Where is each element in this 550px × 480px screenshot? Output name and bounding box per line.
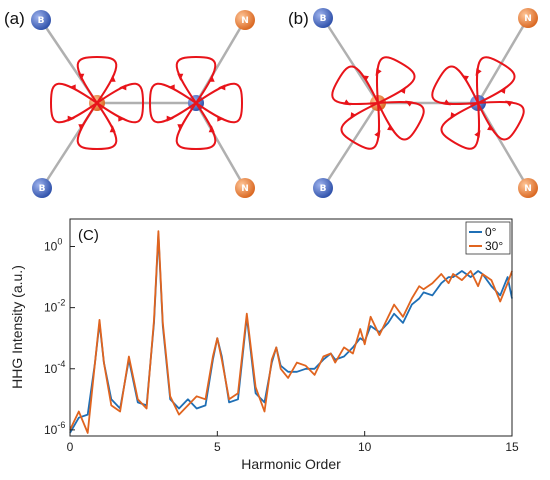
- atom-n-symbol: N: [241, 184, 249, 194]
- loop-arrow: [361, 75, 369, 82]
- plot-frame: [69, 218, 513, 437]
- loop-arrow: [350, 112, 357, 120]
- loop-arrow: [167, 84, 175, 91]
- loop-arrow: [343, 99, 351, 106]
- legend: 0°30°: [465, 221, 511, 255]
- atom-b: B: [313, 178, 333, 198]
- current-loops: [431, 56, 525, 150]
- atom-b: B: [32, 178, 52, 198]
- x-tick-label: 15: [505, 440, 519, 454]
- loop-arrow: [218, 84, 226, 91]
- atom-b: B: [31, 10, 51, 30]
- current-loops: [331, 56, 425, 150]
- legend-entry: 0°: [485, 225, 497, 239]
- atom-b-symbol: B: [320, 184, 327, 194]
- panel-b: (b) B B N N: [288, 8, 538, 198]
- loop-arrow: [487, 124, 495, 131]
- atom-b: B: [313, 8, 333, 28]
- atom-b-symbol: B: [39, 184, 46, 194]
- atom-n: N: [518, 178, 538, 198]
- y-tick-label: 100: [44, 237, 62, 254]
- current-loop: [431, 65, 479, 105]
- loop-arrow: [461, 75, 469, 82]
- loop-arrow: [109, 125, 116, 133]
- loop-arrow: [67, 115, 75, 122]
- loop-arrow: [119, 84, 127, 91]
- loop-arrow: [177, 124, 184, 132]
- current-loop: [477, 101, 525, 141]
- series-line-1: [69, 230, 513, 434]
- x-tick-label: 10: [358, 440, 372, 454]
- loop-arrow: [78, 124, 85, 132]
- loop-arrow: [217, 115, 225, 122]
- panel-b-label: (b): [288, 9, 309, 28]
- loop-arrow: [475, 68, 482, 76]
- y-tick-label: 10-4: [44, 359, 65, 376]
- loop-arrow: [166, 115, 174, 122]
- atom-n-symbol: N: [524, 14, 532, 24]
- current-loop: [440, 102, 480, 150]
- loop-arrow: [405, 100, 413, 107]
- loop-arrow: [443, 99, 451, 106]
- atom-n: N: [235, 178, 255, 198]
- atom-n: N: [518, 8, 538, 28]
- bond: [321, 17, 380, 104]
- atom-n: N: [235, 10, 255, 30]
- loop-arrow: [208, 125, 215, 133]
- current-loop: [331, 65, 379, 105]
- loop-arrow: [208, 74, 215, 82]
- current-loop: [377, 101, 425, 141]
- x-axis-title: Harmonic Order: [241, 456, 341, 472]
- loop-arrow: [109, 74, 116, 82]
- legend-entry: 30°: [485, 239, 503, 253]
- panel-a-label: (a): [4, 9, 25, 28]
- x-tick-label: 0: [67, 440, 74, 454]
- y-tick-label: 10-6: [44, 420, 65, 437]
- panel-c-label: (C): [78, 227, 99, 244]
- loop-arrow: [387, 124, 395, 131]
- bond: [321, 102, 380, 189]
- loop-arrow: [374, 130, 381, 138]
- y-axis-title: HHG Intensity (a.u.): [9, 265, 25, 389]
- loop-arrow: [450, 112, 457, 120]
- legend-box: [465, 221, 511, 255]
- atom-b-symbol: B: [38, 16, 45, 26]
- hhg-chart: 0 5 10 15 100 10-2 10-4 10-6 (C) Harmonic Orde…: [9, 218, 519, 472]
- bond: [476, 17, 530, 104]
- current-loop: [376, 56, 416, 104]
- current-loops: [148, 55, 244, 151]
- bond: [476, 102, 530, 189]
- atom-n-symbol: N: [241, 16, 249, 26]
- panel-a: (a) B B N N: [4, 9, 255, 198]
- current-loops: [49, 55, 145, 151]
- loop-arrow: [399, 86, 406, 94]
- loop-arrow: [474, 130, 481, 138]
- plot-area: [70, 219, 512, 436]
- loop-arrow: [118, 115, 126, 122]
- loop-arrow: [68, 84, 76, 91]
- x-tick-label: 5: [214, 440, 221, 454]
- loop-arrow: [78, 73, 85, 81]
- y-tick-label: 10-2: [44, 298, 65, 315]
- loop-arrow: [499, 86, 506, 94]
- loop-arrow: [177, 73, 184, 81]
- loop-arrow: [505, 100, 513, 107]
- atom-b-symbol: B: [320, 14, 327, 24]
- atom-n-symbol: N: [524, 184, 532, 194]
- loop-arrow: [375, 68, 382, 76]
